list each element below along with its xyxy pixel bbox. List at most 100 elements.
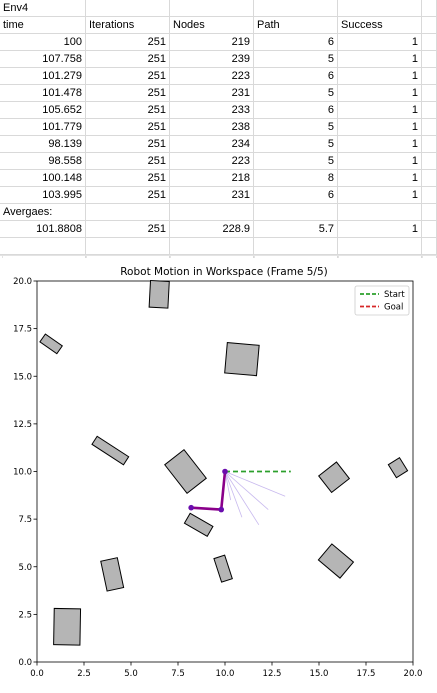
data-cell[interactable]: 98.139	[0, 136, 86, 152]
data-cell[interactable]: 6	[254, 68, 338, 84]
empty-cell[interactable]	[338, 204, 422, 220]
empty-cell[interactable]	[86, 0, 170, 16]
data-cell[interactable]: 101.779	[0, 119, 86, 135]
column-header[interactable]: time	[0, 17, 86, 33]
obstacle	[224, 341, 260, 377]
empty-cell[interactable]	[170, 238, 254, 254]
averages-label[interactable]: Avergaes:	[0, 204, 86, 220]
data-cell[interactable]: 238	[170, 119, 254, 135]
column-header[interactable]: Path	[254, 17, 338, 33]
data-cell[interactable]: 101.478	[0, 85, 86, 101]
empty-cell[interactable]	[422, 238, 437, 254]
table-row: 98.139 251 234 5 1	[0, 136, 437, 153]
empty-cell[interactable]	[86, 204, 170, 220]
data-cell[interactable]: 251	[86, 170, 170, 186]
column-header[interactable]: Iterations	[86, 17, 170, 33]
column-header[interactable]: Success	[338, 17, 422, 33]
spreadsheet: Env4 time Iterations Nodes Path Success 100 251…	[0, 0, 437, 272]
empty-cell[interactable]	[422, 0, 437, 16]
empty-cell[interactable]	[422, 102, 437, 118]
data-cell[interactable]: 233	[170, 102, 254, 118]
data-cell[interactable]: 223	[170, 68, 254, 84]
empty-cell[interactable]	[422, 204, 437, 220]
data-cell[interactable]: 5	[254, 153, 338, 169]
data-cell[interactable]: 98.558	[0, 153, 86, 169]
data-cell[interactable]: 6	[254, 187, 338, 203]
data-cell[interactable]: 5	[254, 136, 338, 152]
data-cell[interactable]: 251	[86, 68, 170, 84]
data-cell[interactable]: 223	[170, 153, 254, 169]
empty-cell[interactable]	[170, 204, 254, 220]
data-cell[interactable]: 251	[86, 187, 170, 203]
x-tick-label: 2.5	[77, 669, 91, 679]
data-cell[interactable]: 251	[86, 102, 170, 118]
data-cell[interactable]: 6	[254, 34, 338, 50]
data-cell[interactable]: 251	[86, 119, 170, 135]
data-cell[interactable]: 5	[254, 119, 338, 135]
data-cell[interactable]: 231	[170, 187, 254, 203]
data-cell[interactable]: 1	[338, 170, 422, 186]
average-cell[interactable]: 251	[86, 221, 170, 237]
average-cell[interactable]: 5.7	[254, 221, 338, 237]
data-cell[interactable]: 251	[86, 136, 170, 152]
table-row: 100 251 219 6 1	[0, 34, 437, 51]
empty-cell[interactable]	[422, 68, 437, 84]
empty-cell[interactable]	[422, 187, 437, 203]
empty-cell[interactable]	[254, 0, 338, 16]
empty-cell[interactable]	[86, 238, 170, 254]
empty-cell[interactable]	[170, 0, 254, 16]
sheet-title-cell[interactable]: Env4	[0, 0, 86, 16]
data-cell[interactable]: 107.758	[0, 51, 86, 67]
data-cell[interactable]: 101.279	[0, 68, 86, 84]
data-cell[interactable]: 251	[86, 51, 170, 67]
data-cell[interactable]: 1	[338, 136, 422, 152]
x-tick-label: 20.0	[404, 669, 423, 679]
data-cell[interactable]: 1	[338, 51, 422, 67]
data-cell[interactable]: 1	[338, 68, 422, 84]
average-cell[interactable]: 1	[338, 221, 422, 237]
empty-cell[interactable]	[338, 0, 422, 16]
empty-cell[interactable]	[422, 170, 437, 186]
empty-cell[interactable]	[254, 238, 338, 254]
empty-cell[interactable]	[422, 17, 437, 33]
empty-cell[interactable]	[338, 238, 422, 254]
obstacle	[91, 435, 130, 466]
data-cell[interactable]: 8	[254, 170, 338, 186]
data-cell[interactable]: 105.652	[0, 102, 86, 118]
data-cell[interactable]: 251	[86, 34, 170, 50]
data-cell[interactable]: 1	[338, 119, 422, 135]
data-cell[interactable]: 234	[170, 136, 254, 152]
empty-cell[interactable]	[422, 136, 437, 152]
column-header[interactable]: Nodes	[170, 17, 254, 33]
empty-cell[interactable]	[0, 238, 86, 254]
table-row: 101.279 251 223 6 1	[0, 68, 437, 85]
average-cell[interactable]: 101.8808	[0, 221, 86, 237]
data-cell[interactable]: 1	[338, 102, 422, 118]
data-cell[interactable]: 100	[0, 34, 86, 50]
data-cell[interactable]: 231	[170, 85, 254, 101]
data-cell[interactable]: 1	[338, 85, 422, 101]
data-cell[interactable]: 5	[254, 51, 338, 67]
data-cell[interactable]: 5	[254, 85, 338, 101]
data-cell[interactable]: 1	[338, 187, 422, 203]
data-cell[interactable]: 100.148	[0, 170, 86, 186]
empty-cell[interactable]	[422, 85, 437, 101]
empty-cell[interactable]	[422, 221, 437, 237]
data-cell[interactable]: 1	[338, 153, 422, 169]
data-cell[interactable]: 1	[338, 34, 422, 50]
data-cell[interactable]: 251	[86, 85, 170, 101]
empty-cell[interactable]	[422, 153, 437, 169]
data-cell[interactable]: 251	[86, 153, 170, 169]
data-cell[interactable]: 239	[170, 51, 254, 67]
empty-cell[interactable]	[422, 34, 437, 50]
x-tick-label: 7.5	[171, 669, 185, 679]
average-cell[interactable]: 228.9	[170, 221, 254, 237]
data-cell[interactable]: 103.995	[0, 187, 86, 203]
empty-cell[interactable]	[422, 51, 437, 67]
empty-cell[interactable]	[254, 204, 338, 220]
data-cell[interactable]: 219	[170, 34, 254, 50]
data-cell[interactable]: 218	[170, 170, 254, 186]
data-cell[interactable]: 6	[254, 102, 338, 118]
empty-cell[interactable]	[422, 119, 437, 135]
trail-line	[224, 471, 286, 497]
